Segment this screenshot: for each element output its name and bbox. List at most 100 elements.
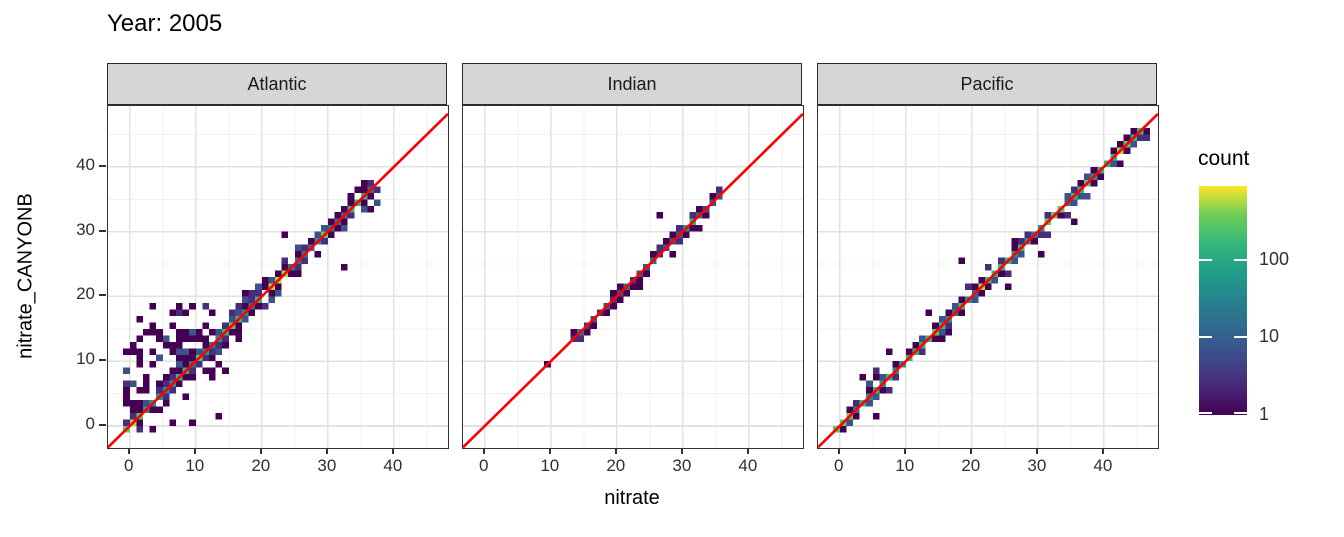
count-bin [195,348,203,355]
x-tick-label: 0 [834,456,844,475]
count-bin [839,426,847,433]
count-bin [281,264,289,271]
count-bin [255,283,262,290]
count-bin [866,387,873,394]
x-tick-label: 40 [1093,456,1113,475]
count-bin [169,387,176,394]
count-bin [919,335,926,342]
count-bin [195,335,203,342]
count-bin [129,348,137,355]
count-bin [176,302,183,310]
x-tick-mark [325,448,328,454]
count-bin [242,302,249,310]
count-bin [846,419,853,426]
legend-tick-1-left [1199,412,1212,414]
count-bin [866,400,873,407]
identity-line [818,112,1158,448]
count-bin [195,328,203,336]
identity-line [108,112,448,448]
x-tick-label: 20 [606,456,626,475]
count-bin [689,212,696,219]
count-bin [202,335,209,342]
count-bin [610,290,617,297]
count-bin [374,186,381,193]
count-bin [872,374,880,381]
count-bin [1018,251,1025,258]
count-bin [123,380,130,388]
count-bin [156,406,163,413]
count-bin [945,328,952,336]
count-bin [261,277,269,284]
y-axis-title: nitrate_CANYONB [14,193,37,359]
count-bin [189,335,196,342]
count-bin [603,309,611,316]
count-bin [669,251,677,258]
count-bin [189,374,196,381]
count-bin [1110,147,1118,154]
facet-strip-indian: Indian [462,63,802,105]
y-tick-mark [99,294,106,297]
count-bin [945,309,952,316]
x-tick-mark [1035,448,1038,454]
x-tick-label: 30 [672,456,692,475]
count-bin [1136,134,1144,141]
count-bin [143,387,150,394]
x-tick-mark [127,448,130,454]
count-bin [301,244,308,252]
count-bin [689,225,696,232]
count-bin [202,367,209,375]
count-bin [1123,134,1131,141]
count-bin [919,348,926,355]
count-bin [149,348,157,355]
count-bin [202,322,209,329]
count-bin [932,335,939,342]
count-bin [156,335,163,342]
count-bin [129,380,137,388]
y-tick-mark [99,229,106,232]
count-bin [209,367,216,375]
count-bin [143,380,150,388]
count-bin [136,361,143,368]
x-tick-mark [969,448,972,454]
count-bin [327,218,335,226]
count-bin [235,335,242,342]
count-bin [209,374,216,381]
count-bin [242,296,249,303]
count-bin [248,290,256,297]
count-bin [669,231,677,239]
count-bin [123,387,130,394]
count-bin [149,322,157,329]
count-bin [846,406,853,413]
count-bin [866,380,873,388]
count-bin [905,348,913,355]
count-bin [1011,238,1018,245]
count-bin [129,413,137,420]
count-bin [676,238,683,245]
count-bin [1004,283,1012,290]
facet-strip-atlantic: Atlantic [107,63,447,105]
count-bin [1037,251,1045,258]
count-bin [859,374,867,381]
count-bin [136,335,143,342]
count-bin [341,264,348,271]
count-bin [321,225,328,232]
count-bin [169,348,176,355]
count-bin [971,283,979,290]
identity-line [463,112,803,448]
count-bin [1011,257,1018,265]
count-bin [334,225,341,232]
count-bin [123,367,130,375]
count-bin [202,354,209,362]
count-bin [294,251,302,258]
legend-tick-100-right [1234,259,1247,261]
x-tick-mark [1101,448,1104,454]
count-bin [892,374,900,381]
count-bin [176,367,183,375]
count-bin [702,212,710,219]
x-tick-label: 10 [185,456,205,475]
count-bin [294,264,302,271]
count-bin [169,367,176,375]
count-bin [1130,128,1137,135]
count-bin [938,328,946,336]
count-bin [985,283,992,290]
